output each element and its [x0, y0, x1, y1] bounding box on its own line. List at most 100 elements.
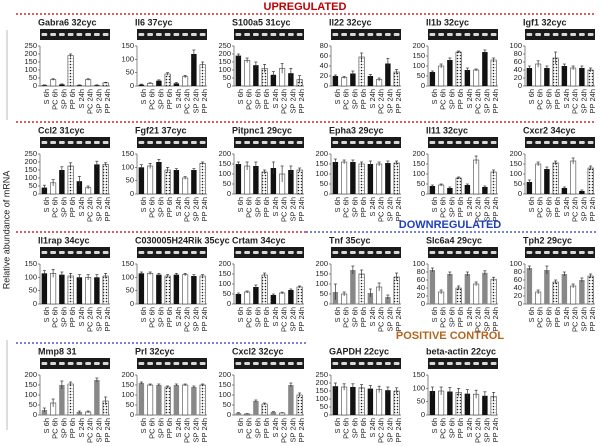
- panel-title: beta-actin 22cyc: [426, 346, 496, 356]
- y-tick-label: 100: [218, 390, 231, 399]
- bar: [288, 170, 294, 194]
- x-tick-label: PC 6h: [342, 418, 351, 439]
- bar: [579, 191, 585, 194]
- gel-band: [385, 141, 391, 144]
- y-tick-label: 50: [417, 397, 425, 406]
- x-tick-label: PP 6h: [262, 307, 271, 327]
- gel-band: [482, 141, 488, 144]
- gel-band: [182, 141, 188, 144]
- error-bar: [139, 83, 143, 86]
- gel-band: [561, 141, 568, 144]
- gel-band: [244, 362, 250, 365]
- x-tick-label: S 6h: [527, 89, 536, 104]
- x-tick-label: PC 24h: [571, 89, 580, 114]
- x-tick-label: S 6h: [42, 89, 51, 104]
- x-tick-label: S 24h: [562, 197, 571, 217]
- gel-band: [50, 141, 56, 144]
- bar: [270, 168, 277, 194]
- error-bar: [368, 160, 372, 167]
- error-bar: [386, 58, 390, 69]
- y-tick-label: 50: [417, 179, 425, 188]
- bar: [535, 163, 542, 195]
- x-tick-label: PP 6h: [262, 197, 271, 217]
- x-tick-label: SP 6h: [156, 418, 165, 438]
- x-tick-label: PC 24h: [183, 89, 192, 114]
- y-tick-label: 150: [509, 159, 522, 168]
- x-tick-label: SP 6h: [156, 197, 165, 217]
- error-bar: [245, 57, 249, 63]
- error-bar: [236, 292, 240, 295]
- bar: [288, 385, 294, 415]
- error-bar: [430, 184, 434, 187]
- bar: [367, 388, 374, 415]
- bar: [244, 165, 251, 195]
- gel-band: [85, 362, 91, 365]
- x-tick-label: S 6h: [236, 418, 245, 433]
- bar: [147, 165, 154, 195]
- x-tick-label: SP 6h: [350, 197, 359, 217]
- error-bar: [439, 386, 443, 395]
- y-tick-label: 80: [514, 267, 522, 276]
- error-bar: [271, 71, 275, 78]
- error-bar: [60, 380, 64, 389]
- x-tick-label: SP 24h: [288, 89, 297, 113]
- error-bar: [289, 165, 293, 174]
- x-tick-label: S 6h: [42, 307, 51, 322]
- x-tick-label: PP 24h: [588, 89, 597, 113]
- x-tick-label: PP 6h: [456, 197, 465, 217]
- bar: [173, 274, 180, 304]
- x-tick-label: S 24h: [368, 197, 377, 217]
- gel-image: [428, 137, 498, 148]
- gel-band: [385, 251, 391, 254]
- x-tick-label: PC 24h: [183, 307, 192, 332]
- gel-band: [270, 362, 277, 365]
- y-tick-label: 200: [24, 370, 37, 379]
- error-bar: [457, 176, 461, 179]
- bar: [147, 384, 154, 416]
- bar: [473, 159, 480, 195]
- error-bar: [166, 385, 170, 388]
- bar: [199, 163, 206, 195]
- error-bar: [298, 75, 302, 84]
- x-tick-label: PC 24h: [377, 89, 386, 114]
- gel-image: [40, 247, 110, 258]
- x-tick-label: PP 24h: [103, 197, 112, 221]
- error-bar: [492, 57, 496, 62]
- y-tick-label: 0: [518, 81, 522, 90]
- panel-title: Slc6a4 29cyc: [426, 235, 482, 245]
- error-bar: [60, 271, 64, 278]
- x-tick-label: PC 6h: [51, 418, 60, 439]
- bar: [376, 389, 383, 416]
- error-bar: [474, 281, 478, 286]
- gel-band: [182, 362, 188, 365]
- error-bar: [580, 277, 584, 282]
- bar: [102, 275, 109, 305]
- bar: [350, 73, 356, 86]
- gel-band: [270, 33, 277, 36]
- gel-band: [473, 33, 479, 36]
- bar: [296, 394, 303, 416]
- error-bar: [368, 74, 372, 78]
- x-tick-label: PP 24h: [103, 418, 112, 442]
- bar: [235, 55, 242, 86]
- error-bar: [474, 389, 478, 399]
- error-bar: [439, 289, 443, 294]
- gel-band: [235, 362, 242, 365]
- y-tick-label: 50: [223, 73, 231, 82]
- gel-band: [544, 141, 550, 144]
- gel-band: [587, 141, 594, 144]
- y-tick-label: 50: [514, 179, 522, 188]
- bar: [482, 52, 488, 86]
- gel-band: [490, 251, 497, 254]
- x-tick-label: SP 6h: [59, 89, 68, 109]
- y-tick-label: 150: [315, 159, 328, 168]
- gel-band: [164, 33, 171, 36]
- gel-band: [288, 141, 294, 144]
- gel-band: [102, 33, 109, 36]
- y-tick-label: 20: [514, 73, 522, 82]
- x-tick-label: SP 6h: [544, 307, 553, 327]
- y-tick-label: 250: [24, 41, 37, 50]
- gel-band: [191, 362, 197, 365]
- error-bar: [492, 391, 496, 401]
